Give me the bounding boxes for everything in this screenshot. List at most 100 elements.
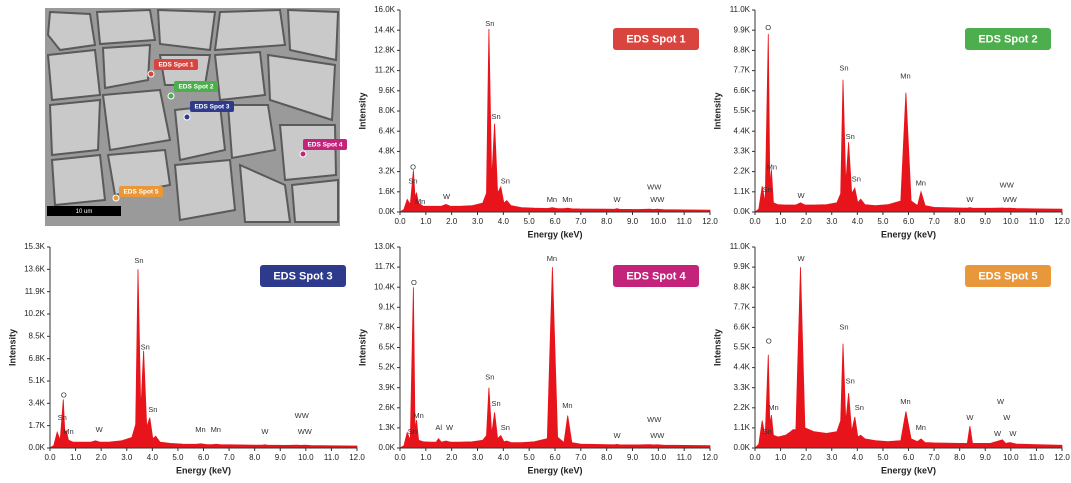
peak-annotation: W <box>443 192 451 201</box>
x-tick-label: 0.0 <box>749 453 761 462</box>
y-tick-label: 0.0K <box>379 207 396 216</box>
peak-annotation: Mn <box>562 401 572 410</box>
peak-annotation: W <box>613 195 621 204</box>
peak-annotation: Mn <box>900 397 910 406</box>
y-tick-label: 13.6K <box>24 264 46 273</box>
spectrum-area <box>755 267 1062 448</box>
x-tick-label: 3.0 <box>121 453 133 462</box>
y-tick-label: 12.8K <box>374 46 396 55</box>
y-tick-label: 6.6K <box>734 323 751 332</box>
x-tick-label: 5.0 <box>172 453 184 462</box>
y-tick-label: 5.2K <box>379 363 396 372</box>
peak-annotation: WW <box>298 427 313 436</box>
spot-label: EDS Spot 4 <box>307 142 342 149</box>
y-tick-label: 7.7K <box>734 302 751 311</box>
sem-image: 10 um EDS Spot 1 EDS Spot 2 EDS Spot 3 E… <box>45 8 347 226</box>
x-tick-label: 10.0 <box>1003 217 1019 226</box>
y-axis-label: Intensity <box>7 329 17 366</box>
y-tick-label: 10.4K <box>374 282 396 291</box>
x-tick-label: 8.0 <box>601 453 613 462</box>
x-tick-label: 4.0 <box>852 453 864 462</box>
y-axis-label: Intensity <box>357 92 367 129</box>
x-tick-label: 5.0 <box>524 453 536 462</box>
x-axis-label: Energy (keV) <box>881 465 936 475</box>
y-tick-label: 6.8K <box>29 354 46 363</box>
y-tick-label: 3.4K <box>29 398 46 407</box>
peak-annotation: Sn <box>492 399 501 408</box>
peak-annotation: W <box>994 429 1002 438</box>
x-tick-label: 10.0 <box>298 453 314 462</box>
spot-label: EDS Spot 3 <box>194 104 229 111</box>
x-tick-label: 5.0 <box>524 217 536 226</box>
scale-bar-label: 10 um <box>76 209 93 215</box>
x-tick-label: 12.0 <box>349 453 365 462</box>
x-tick-label: 10.0 <box>651 217 667 226</box>
x-tick-label: 12.0 <box>1054 217 1070 226</box>
x-tick-label: 3.0 <box>472 453 484 462</box>
peak-annotation: Sn <box>846 377 855 386</box>
y-tick-label: 2.6K <box>379 403 396 412</box>
x-tick-label: 9.0 <box>980 453 992 462</box>
x-tick-label: 6.0 <box>903 453 915 462</box>
peak-annotation: Sn <box>492 112 501 121</box>
y-tick-label: 11.7K <box>375 262 396 271</box>
peak-annotation: Sn <box>408 427 417 436</box>
x-tick-label: 4.0 <box>498 217 510 226</box>
x-tick-label: 8.0 <box>249 453 261 462</box>
y-tick-label: 5.5K <box>734 343 751 352</box>
peak-annotation: W <box>261 427 269 436</box>
y-tick-label: 4.4K <box>734 126 751 135</box>
y-tick-label: 8.5K <box>29 331 46 340</box>
x-tick-label: 1.0 <box>775 217 787 226</box>
peak-annotation: W <box>1009 429 1017 438</box>
peak-annotation: Sn <box>485 19 494 28</box>
y-axis-label: Intensity <box>712 92 722 129</box>
y-tick-label: 8.0K <box>379 106 396 115</box>
spectrum-area <box>50 269 357 448</box>
legend-label: EDS Spot 3 <box>273 270 332 282</box>
peak-annotation: Mn <box>767 163 777 172</box>
peak-annotation: Mn <box>562 195 572 204</box>
peak-annotation: Mn <box>768 403 778 412</box>
y-tick-label: 8.8K <box>734 46 751 55</box>
y-tick-label: 7.7K <box>734 66 751 75</box>
peak-annotation: Mn <box>916 179 926 188</box>
x-tick-label: 9.0 <box>627 217 639 226</box>
y-tick-label: 1.6K <box>379 187 396 196</box>
peak-annotation: O <box>61 391 67 400</box>
peak-annotation: WW <box>1003 195 1018 204</box>
peak-annotation: Mn <box>415 197 425 206</box>
peak-annotation: Mn <box>916 423 926 432</box>
spot-label: EDS Spot 1 <box>158 62 193 69</box>
peak-annotation: Sn <box>855 403 864 412</box>
chart-panel: 0.0K1.3K2.6K3.9K5.2K6.5K7.8K9.1K10.4K11.… <box>357 242 718 475</box>
x-axis-label: Energy (keV) <box>527 229 582 239</box>
peak-annotation: W <box>966 195 974 204</box>
chart-panel: 0.0K1.7K3.4K5.1K6.8K8.5K10.2K11.9K13.6K1… <box>7 242 365 475</box>
x-tick-label: 11.0 <box>677 453 693 462</box>
x-tick-label: 12.0 <box>702 453 718 462</box>
x-axis-label: Energy (keV) <box>176 465 231 475</box>
peak-annotation: Mn <box>413 411 423 420</box>
x-tick-label: 8.0 <box>954 217 966 226</box>
y-tick-label: 6.6K <box>734 86 751 95</box>
chart-panel: 0.0K1.1K2.2K3.3K4.4K5.5K6.6K7.7K8.8K9.9K… <box>712 5 1070 239</box>
peak-annotation: Mn <box>63 427 73 436</box>
x-tick-label: 7.0 <box>929 453 941 462</box>
x-tick-label: 4.0 <box>147 453 159 462</box>
y-tick-label: 4.4K <box>734 363 751 372</box>
x-tick-label: 2.0 <box>801 453 813 462</box>
x-tick-label: 5.0 <box>877 453 889 462</box>
y-tick-label: 0.0K <box>379 443 396 452</box>
x-tick-label: 1.0 <box>420 453 432 462</box>
x-tick-label: 0.0 <box>394 453 406 462</box>
x-tick-label: 6.0 <box>198 453 210 462</box>
x-tick-label: 10.0 <box>1003 453 1019 462</box>
x-tick-label: 11.0 <box>324 453 340 462</box>
peak-annotation: W <box>446 423 454 432</box>
x-tick-label: 6.0 <box>549 453 561 462</box>
x-axis-label: Energy (keV) <box>527 465 582 475</box>
x-tick-label: 6.0 <box>549 217 561 226</box>
y-tick-label: 6.4K <box>379 126 396 135</box>
peak-annotation: W <box>997 397 1005 406</box>
